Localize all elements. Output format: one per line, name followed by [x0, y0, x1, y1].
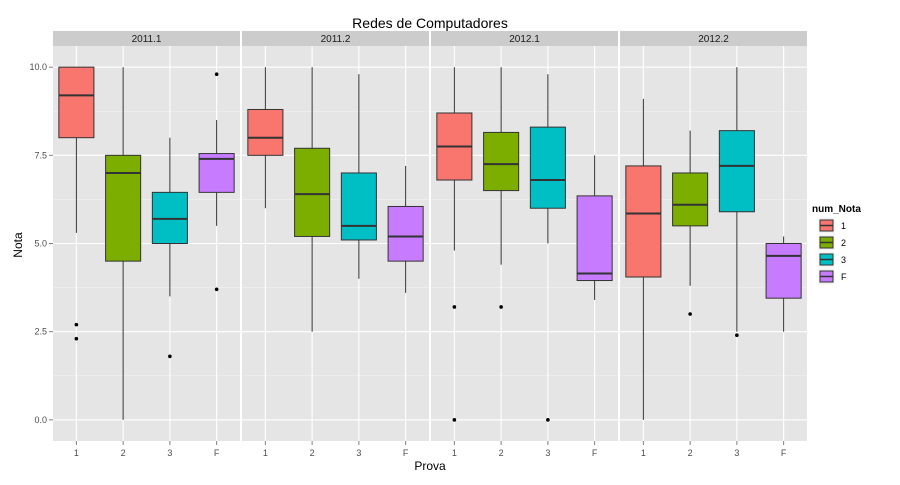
box-2011.2-2 [294, 67, 331, 332]
box-body [529, 126, 566, 209]
legend-entry-F: F [817, 267, 847, 286]
box-2011.2-F [387, 165, 424, 293]
x-tick-label: 2 [310, 448, 315, 458]
box-body [483, 131, 520, 192]
x-tick-label: 3 [356, 448, 361, 458]
strip-label: 2012.1 [509, 34, 540, 45]
y-tick-label: 5.0 [34, 239, 47, 249]
box-body [58, 66, 95, 139]
box-2011.1-1 [58, 66, 95, 341]
y-tick-label: 10.0 [29, 62, 47, 72]
box-2011.1-3 [151, 137, 188, 359]
x-tick-label: 2 [121, 448, 126, 458]
outlier-point [214, 287, 219, 292]
box-body [198, 153, 235, 193]
facet-panel-2011.1: 2011.1 1 2 3 F [53, 31, 240, 458]
strip-background [242, 31, 429, 46]
strip-label: 2011.1 [132, 34, 162, 45]
x-tick-label: F [781, 448, 787, 458]
box-body [625, 165, 662, 278]
x-axis-title: Prova [414, 459, 446, 473]
x-tick-label: 1 [452, 448, 457, 458]
strip-label: 2011.2 [321, 34, 351, 45]
facet-panel-2011.2: 2011.2 1 2 3 F [242, 31, 429, 458]
legend-entry-3: 3 [817, 250, 846, 269]
facet-panel-2012.2: 2012.2 1 2 3 F [620, 31, 807, 458]
x-tick-label: 3 [545, 448, 550, 458]
y-tick-label: 2.5 [34, 327, 47, 337]
legend-label: 2 [841, 238, 846, 248]
x-tick-label: F [592, 448, 598, 458]
outlier-point [735, 333, 739, 337]
box-2011.1-F [198, 72, 235, 292]
box-2011.2-3 [340, 74, 377, 279]
x-tick-label: F [214, 448, 220, 458]
box-body [576, 195, 613, 282]
outlier-point [74, 336, 79, 341]
legend-title: num_Nota [812, 204, 861, 215]
box-body [105, 154, 142, 262]
x-tick-label: 2 [688, 448, 693, 458]
outlier-point [452, 418, 457, 422]
outlier-point [168, 354, 172, 359]
chart-title: Redes de Computadores [352, 15, 508, 31]
x-tick-label: 1 [641, 448, 646, 458]
box-2011.2-1 [247, 67, 284, 209]
strip-background [620, 31, 807, 46]
y-axis: 0.0 2.5 5.0 7.5 10.0 [29, 62, 53, 425]
x-tick-label: 3 [167, 448, 172, 458]
strip-background [431, 31, 618, 46]
outlier-point [214, 72, 219, 77]
box-body [672, 172, 709, 227]
box-body [765, 243, 802, 299]
x-tick-label: F [403, 448, 409, 458]
legend: num_Nota 1 2 3 F [812, 204, 861, 286]
legend-label: 1 [841, 221, 846, 231]
x-tick-label: 1 [263, 448, 268, 458]
box-2011.1-2 [105, 67, 142, 420]
box-2012.1-1 [436, 67, 473, 422]
outlier-point [546, 418, 550, 422]
legend-label: 3 [841, 255, 846, 265]
strip-label: 2012.2 [698, 34, 729, 45]
outlier-point [688, 312, 692, 316]
outlier-point [499, 305, 503, 309]
box-body [294, 147, 331, 237]
outlier-point [74, 322, 79, 327]
y-axis-title: Nota [11, 232, 25, 258]
box-2012.2-F [765, 236, 802, 332]
box-body [247, 108, 284, 156]
x-tick-label: 1 [74, 448, 79, 458]
box-body [340, 172, 377, 241]
box-body [718, 130, 755, 213]
outlier-point [452, 305, 457, 309]
facet-panels: 2011.1 1 2 3 F 2011.2 1 2 3 F 2012.1 1 2 3 F 2012.2 1 2 3 F [53, 31, 807, 458]
box-2012.1-2 [483, 67, 520, 309]
box-body [387, 205, 424, 262]
x-tick-label: 2 [499, 448, 504, 458]
y-tick-label: 0.0 [34, 415, 47, 425]
y-tick-label: 7.5 [34, 150, 47, 160]
x-tick-label: 3 [734, 448, 739, 458]
box-2012.1-F [576, 155, 613, 300]
facet-panel-2012.1: 2012.1 1 2 3 F [431, 31, 618, 458]
legend-label: F [841, 272, 847, 282]
strip-background [53, 31, 240, 46]
box-2012.2-1 [625, 98, 662, 420]
box-2012.1-3 [529, 74, 566, 422]
box-2012.2-3 [718, 67, 755, 337]
box-2012.2-2 [672, 130, 709, 316]
